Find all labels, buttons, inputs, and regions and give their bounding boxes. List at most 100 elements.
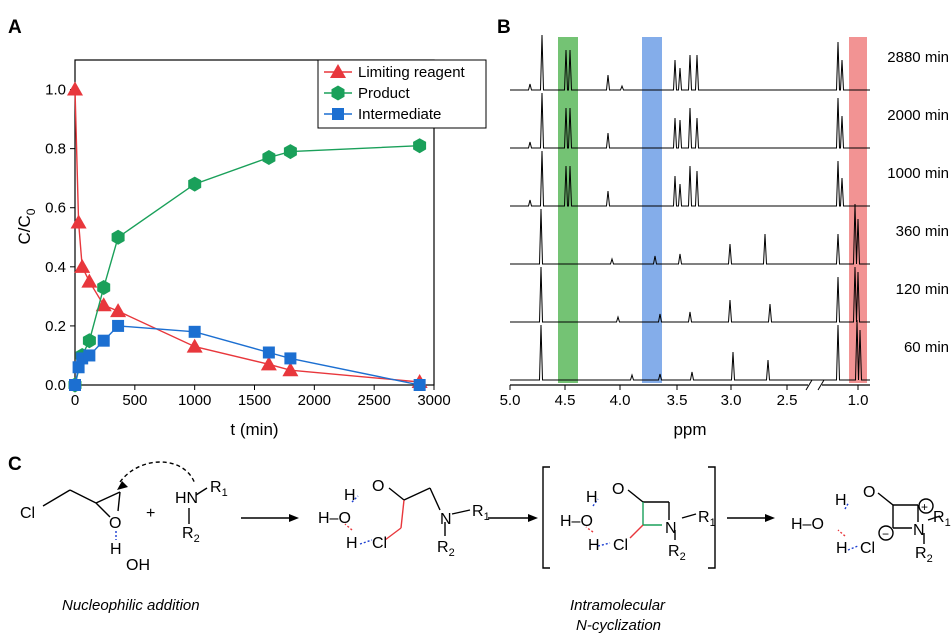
product-point	[283, 144, 297, 160]
r2-hn: HN	[175, 490, 198, 507]
r1-oh: OH	[126, 557, 150, 574]
i1-r1: R1	[472, 503, 490, 523]
x-tick-label: 1.0	[848, 392, 869, 409]
highlight-band-red	[849, 37, 867, 383]
chart-a: 0 500 1000 1500 2000 2500 3000 0.0 0.2 0.4 0.6 0.8 1…	[15, 59, 487, 439]
panel-b-label: B	[497, 17, 511, 38]
x-tick-label: 3.5	[667, 392, 688, 409]
trace-label: 120 min	[896, 281, 949, 298]
nmr-trace	[510, 266, 870, 323]
p-r2: R2	[915, 545, 933, 565]
y-tick-label: 1.0	[45, 82, 66, 99]
trace-label: 1000 min	[887, 165, 949, 182]
intermediate-point	[97, 334, 110, 347]
r1-cl: Cl	[20, 505, 35, 522]
intermediate-point	[413, 379, 426, 391]
limiting-reagent-point	[260, 356, 277, 371]
product-point	[111, 229, 125, 245]
i2-h-top: H	[586, 489, 598, 506]
product-point	[262, 150, 276, 165]
x-tick-label: 2.5	[777, 392, 798, 409]
product-point	[413, 138, 427, 154]
p-plus-charge: +	[921, 500, 928, 514]
intermediate-point	[284, 352, 297, 365]
intermediate-point	[112, 319, 125, 332]
i1-o-top: O	[372, 478, 384, 495]
i2-r1: R1	[698, 509, 716, 529]
product-point	[188, 176, 202, 192]
nmr-trace	[510, 150, 870, 207]
x-tick-label: 3000	[417, 392, 450, 409]
reaction-scheme-text: Cl O H OH + HN R1 R2 O H H–O H Cl N R1 R…	[20, 478, 951, 634]
i1-n: N	[440, 511, 452, 528]
limiting-reagent-point	[282, 362, 299, 377]
x-tick-label: 4.0	[610, 392, 631, 409]
r1-o: O	[109, 515, 121, 532]
intermediate-point	[83, 349, 96, 362]
intermediate-point	[262, 346, 275, 359]
x-tick-label: 5.0	[500, 392, 521, 409]
legend-marker-intermediate	[332, 108, 344, 120]
i2-o-top: O	[612, 481, 624, 498]
reaction-scheme	[42, 461, 941, 569]
x-tick-label: 1000	[178, 392, 211, 409]
intermediate-point	[188, 325, 201, 338]
x-tick-label: 3.0	[721, 392, 742, 409]
x-tick-label: 500	[122, 392, 147, 409]
x-tick-label: 2500	[357, 392, 390, 409]
step2-label-line2: N-cyclization	[576, 617, 661, 634]
p-o-top: O	[863, 484, 875, 501]
i1-r2: R2	[437, 539, 455, 559]
y-tick-label: 0.6	[45, 200, 66, 217]
p-ho: H–O	[791, 516, 824, 533]
step2-label-line1: Intramolecular	[570, 597, 666, 614]
limiting-reagent-point	[110, 303, 127, 318]
y-tick-label: 0.8	[45, 141, 66, 158]
i1-h-low: H	[346, 535, 358, 552]
x-tick-label: 4.5	[555, 392, 576, 409]
legend-label-intermediate: Intermediate	[358, 106, 441, 123]
legend-label-limiting-reagent: Limiting reagent	[358, 64, 466, 81]
i2-ho: H–O	[560, 513, 593, 530]
axis-break	[817, 379, 825, 391]
trace-label: 2000 min	[887, 107, 949, 124]
trace-label: 2880 min	[887, 49, 949, 66]
legend-label-product: Product	[358, 85, 411, 102]
intermediate-point	[69, 379, 81, 391]
limiting-reagent-point	[186, 338, 203, 353]
product-point	[97, 280, 111, 295]
y-tick-label: 0.2	[45, 318, 66, 335]
r2-r2: R2	[182, 525, 200, 545]
i2-r2: R2	[668, 543, 686, 563]
step1-label: Nucleophilic addition	[62, 597, 200, 614]
p-r1: R1	[933, 509, 951, 529]
chart-b: 2880 min 2000 min 1000 min 360 min 120 min 60…	[500, 34, 949, 439]
limiting-reagent-line	[74, 89, 420, 383]
x-tick-label: 2000	[298, 392, 331, 409]
panel-a-label: A	[8, 17, 22, 38]
axis-break	[805, 379, 813, 391]
plus-sign: +	[146, 505, 155, 522]
r1-h: H	[110, 541, 122, 558]
nmr-trace	[510, 203, 870, 265]
i2-n: N	[665, 520, 677, 537]
nmr-trace	[510, 34, 870, 91]
i1-h-top: H	[344, 487, 356, 504]
p-h-top: H	[835, 492, 847, 509]
limiting-reagent-point	[81, 273, 98, 288]
r2-r1: R1	[210, 479, 228, 499]
highlight-band-blue	[642, 37, 662, 383]
trace-label: 360 min	[896, 223, 949, 240]
i1-ho: H–O	[318, 510, 351, 527]
i1-cl: Cl	[372, 535, 387, 552]
p-cl: Cl	[860, 540, 875, 557]
intermediate-line	[74, 325, 420, 386]
legend-marker-product	[331, 85, 345, 101]
x-tick-label: 1500	[238, 392, 271, 409]
x-axis-label: ppm	[673, 420, 706, 439]
p-h-low: H	[836, 540, 848, 557]
x-axis-label: t (min)	[230, 420, 278, 439]
i2-h-low: H	[588, 537, 600, 554]
limiting-reagent-point	[95, 297, 112, 312]
